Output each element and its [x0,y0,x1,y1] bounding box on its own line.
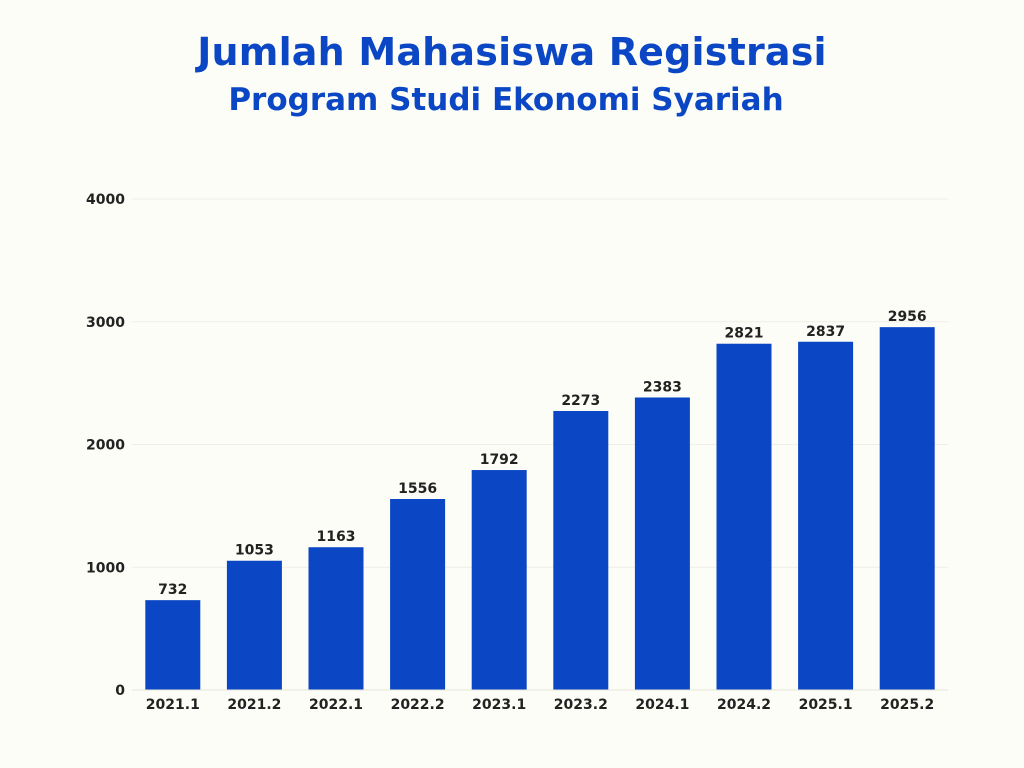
y-tick-label: 0 [115,683,125,699]
value-labels: 732 1053 1163 1556 1792 2273 2383 2821 2837 2956 [158,309,927,598]
y-tick-label: 1000 [86,560,125,576]
bars [145,327,935,690]
x-tick-label: 2023.1 [472,697,526,713]
x-tick-label: 2024.1 [635,697,689,713]
x-tick-label: 2023.2 [554,697,608,713]
value-label: 2956 [888,309,927,325]
x-tick-label: 2021.1 [146,697,200,713]
y-axis: 0 1000 2000 3000 4000 [86,192,125,699]
bar-2025.2 [879,327,935,690]
bar-2022.1 [308,547,364,690]
value-label: 732 [158,582,187,598]
bar-2021.1 [145,600,201,690]
bar-2023.2 [553,410,609,690]
y-tick-label: 3000 [86,315,125,331]
x-tick-label: 2025.1 [799,697,853,713]
y-tick-label: 4000 [86,192,125,208]
value-label: 1792 [480,452,519,468]
bar-2023.1 [471,470,527,690]
bar-2021.2 [226,560,282,690]
bar-2022.2 [390,499,446,690]
chart-subtitle: Program Studi Ekonomi Syariah [228,82,784,118]
value-label: 2821 [725,326,764,342]
x-tick-label: 2024.2 [717,697,771,713]
x-axis: 2021.1 2021.2 2022.1 2022.2 2023.1 2023.2 2024… [132,689,948,713]
value-label: 1163 [317,529,356,545]
x-tick-label: 2021.2 [227,697,281,713]
x-tick-label: 2022.1 [309,697,363,713]
value-label: 1556 [398,481,437,497]
value-label: 2273 [561,393,600,409]
x-tick-label: 2025.2 [880,697,934,713]
y-tick-label: 2000 [86,438,125,454]
value-label: 1053 [235,543,274,559]
value-label: 2383 [643,379,682,395]
bar-2025.1 [798,341,854,690]
bar-2024.1 [634,397,690,690]
x-tick-label: 2022.2 [391,697,445,713]
bar-2024.2 [716,343,772,690]
chart-title: Jumlah Mahasiswa Registrasi [197,30,827,74]
value-label: 2837 [806,324,845,340]
